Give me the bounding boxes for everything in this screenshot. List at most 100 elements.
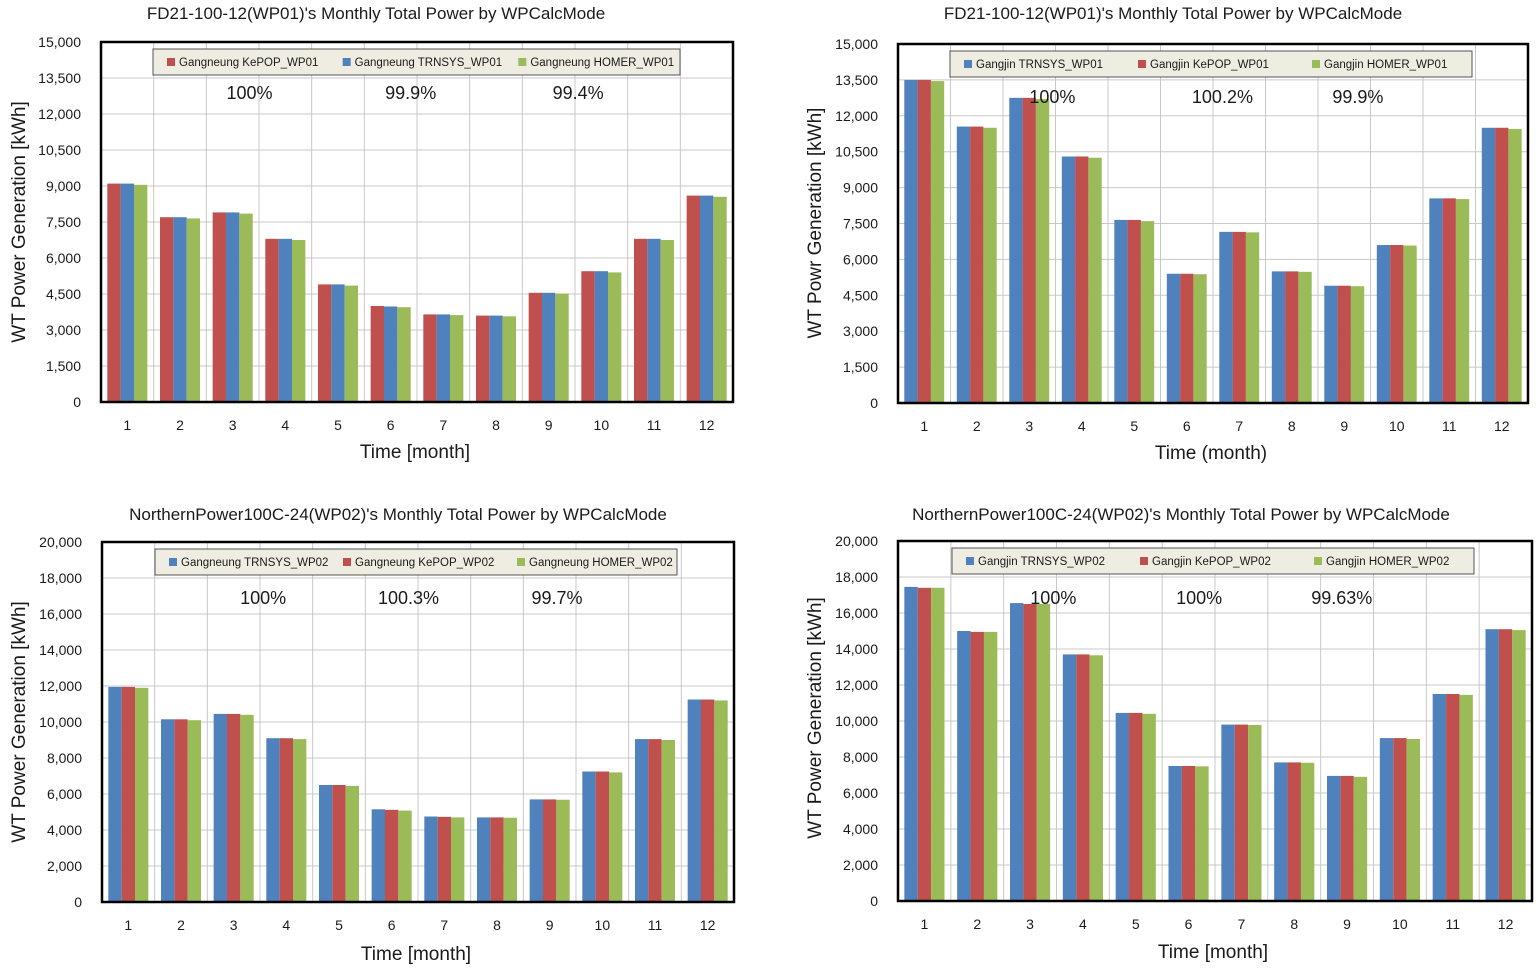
y-tick-label: 1,500 <box>843 359 878 375</box>
y-tick-label: 4,000 <box>843 821 878 837</box>
x-tick-label: 11 <box>1442 418 1457 434</box>
x-tick-label: 3 <box>1025 418 1033 434</box>
y-tick-label: 6,000 <box>843 251 878 267</box>
bar <box>1337 285 1351 403</box>
bar <box>503 817 518 902</box>
x-tick-label: 2 <box>177 917 185 933</box>
bar <box>1088 157 1102 403</box>
bar <box>174 719 188 902</box>
bar <box>1023 604 1037 901</box>
y-tick-label: 15,000 <box>38 34 81 50</box>
bar <box>917 587 932 901</box>
bar <box>1022 97 1036 403</box>
bar <box>1340 775 1354 901</box>
bar <box>292 240 306 402</box>
bar <box>700 699 715 902</box>
percentage-annotation: 100% <box>240 588 286 608</box>
bar <box>475 315 490 402</box>
chart-svg: FD21-100-12(WP01)'s Monthly Total Power … <box>9 4 735 463</box>
y-tick-label: 7,500 <box>843 216 878 232</box>
y-axis-label: WT Power Generation [kWh] <box>805 597 826 838</box>
bar <box>279 738 294 902</box>
y-tick-label: 14,000 <box>39 642 82 658</box>
x-tick-label: 12 <box>1498 916 1514 932</box>
bar <box>489 315 503 402</box>
bar <box>1142 713 1156 901</box>
chart-svg: FD21-100-12(WP01)'s Monthly Total Power … <box>805 4 1530 464</box>
bar <box>1129 712 1143 901</box>
bar <box>344 285 359 402</box>
y-tick-label: 0 <box>870 395 878 411</box>
plot-frame <box>100 540 736 904</box>
bar <box>647 238 661 402</box>
x-tick-label: 8 <box>493 917 501 933</box>
chart-title: FD21-100-12(WP01)'s Monthly Total Power … <box>147 4 605 23</box>
x-tick-label: 12 <box>700 917 716 933</box>
bar <box>332 785 346 902</box>
bar <box>1508 128 1522 404</box>
chart-title: NorthernPower100C-24(WP02)'s Monthly Tot… <box>912 505 1450 524</box>
bar <box>1271 271 1286 403</box>
x-tick-label: 3 <box>230 917 238 933</box>
bar <box>278 238 293 402</box>
percentage-annotation: 99.7% <box>532 588 583 608</box>
bar <box>1324 285 1338 403</box>
x-tick-label: 8 <box>1288 418 1296 434</box>
y-tick-label: 12,000 <box>39 678 82 694</box>
bar <box>1089 655 1103 901</box>
y-axis-label: WT Power Generation [kWh] <box>9 101 30 342</box>
x-tick-label: 7 <box>1238 916 1246 932</box>
x-tick-label: 10 <box>1392 916 1408 932</box>
bar <box>135 687 149 902</box>
y-axis-label: WT Power Generation [kWh] <box>9 601 30 842</box>
y-tick-label: 2,000 <box>843 857 878 873</box>
bar <box>983 631 998 901</box>
bar <box>502 316 517 402</box>
legend-box <box>951 547 1475 575</box>
plot-area: 0 1,500 3,000 4,500 6,000 7,500 9,000 10,500 12,… <box>38 34 735 433</box>
bar <box>1166 273 1181 403</box>
percentage-annotation: 100% <box>1029 87 1075 107</box>
legend-swatch <box>1314 557 1322 565</box>
legend-label: Gangjin HOMER_WP02 <box>1326 556 1449 568</box>
legend-swatch <box>966 557 974 565</box>
plot-area: 0 2,000 4,000 6,000 8,000 10,000 12,000 14,000 1… <box>835 533 1534 932</box>
bar <box>1232 231 1246 403</box>
legend-box <box>154 548 678 576</box>
bar <box>1376 245 1391 403</box>
bar <box>397 307 411 402</box>
bar <box>956 126 971 403</box>
bar <box>1298 271 1312 403</box>
percentage-annotation: 99.9% <box>385 83 436 103</box>
x-tick-label: 7 <box>440 917 448 933</box>
bar <box>1485 629 1499 901</box>
y-tick-label: 16,000 <box>39 606 82 622</box>
bar <box>424 816 438 902</box>
x-axis-label: Time [month] <box>1158 942 1268 963</box>
bar <box>542 799 557 902</box>
bar <box>134 184 148 402</box>
bar <box>1127 219 1141 403</box>
chart-panel-top-left: FD21-100-12(WP01)'s Monthly Total Power … <box>0 0 760 475</box>
bar <box>594 271 609 402</box>
bar <box>1498 629 1513 901</box>
y-tick-label: 13,500 <box>38 70 81 86</box>
bar <box>687 699 701 902</box>
bar <box>186 218 201 402</box>
percentage-annotation: 100% <box>226 83 272 103</box>
bar <box>1379 738 1394 901</box>
bar <box>423 314 437 402</box>
plot-frame <box>896 539 1534 903</box>
bar <box>660 240 675 402</box>
x-tick-label: 2 <box>973 916 981 932</box>
bar <box>120 183 135 402</box>
bar <box>293 739 307 902</box>
y-tick-label: 4,500 <box>843 287 878 303</box>
legend-swatch <box>342 58 351 66</box>
bar <box>1075 156 1089 403</box>
x-tick-label: 4 <box>1078 418 1086 434</box>
y-tick-label: 0 <box>870 893 878 909</box>
bar <box>159 217 174 402</box>
bar <box>1512 630 1526 901</box>
legend-label: Gangjin KePOP_WP01 <box>1150 59 1269 71</box>
